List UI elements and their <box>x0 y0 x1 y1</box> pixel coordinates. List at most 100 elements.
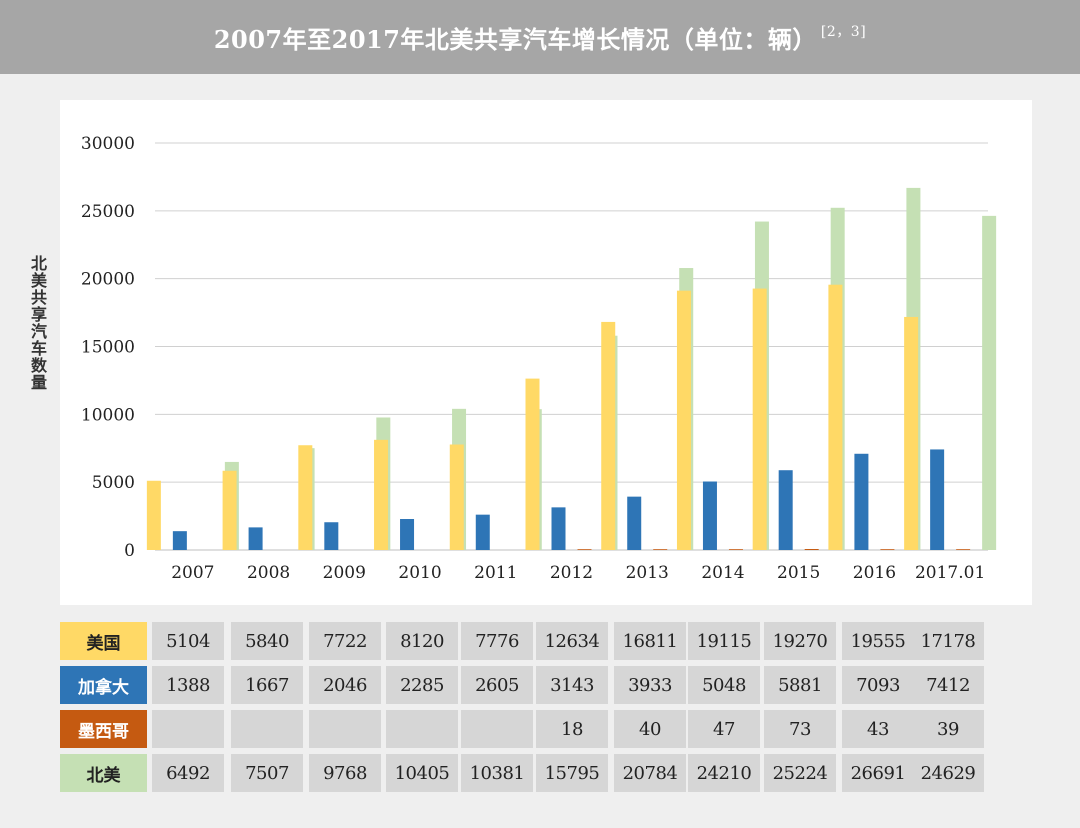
y-tick-label: 5000 <box>92 473 135 493</box>
table-cell: 73 <box>764 710 836 748</box>
bar-美国-2015 <box>752 288 767 550</box>
table-cell: 16811 <box>614 622 686 660</box>
chart-title: 2007年至2017年北美共享汽车增长情况（单位：辆） <box>213 24 817 54</box>
bar-墨西哥-2012 <box>577 549 592 550</box>
row-label: 墨西哥 <box>60 710 147 748</box>
bar-加拿大-2007 <box>172 531 187 550</box>
table-row: 北美 6492 7507 9768 10405 10381 15795 20784 24210 2… <box>60 754 1032 792</box>
table-cell: 3933 <box>614 666 686 704</box>
x-tick-label: 2009 <box>323 563 366 583</box>
x-tick-label: 2015 <box>777 563 820 583</box>
x-tick-label: 2007 <box>171 563 214 583</box>
table-cell: 39 <box>912 710 984 748</box>
table-cell: 6492 <box>152 754 224 792</box>
table-cell: 5104 <box>152 622 224 660</box>
bar-美国-2012 <box>525 378 540 550</box>
table-cell: 7722 <box>309 622 381 660</box>
table-cell <box>231 710 303 748</box>
bar-加拿大-2008 <box>248 527 263 550</box>
table-cell: 43 <box>842 710 914 748</box>
table-cell: 20784 <box>614 754 686 792</box>
bar-加拿大-2017.01 <box>930 449 945 550</box>
table-cell: 17178 <box>912 622 984 660</box>
chart-panel: 0 5000 10000 15000 20000 25000 30000 2007 2008 20… <box>60 100 1032 605</box>
bar-墨西哥-2017.01 <box>956 549 971 550</box>
bar-美国-2011 <box>449 444 464 550</box>
y-axis-label: 北美共享汽车数量 <box>28 255 47 391</box>
table-row: 墨西哥 18 40 47 73 43 39 <box>60 710 1032 748</box>
table-cell <box>152 710 224 748</box>
table-cell <box>386 710 458 748</box>
y-tick-label: 10000 <box>81 405 135 425</box>
table-cell: 1667 <box>231 666 303 704</box>
x-tick-label: 2014 <box>701 563 744 583</box>
bar-北美-2017.01 <box>982 215 997 550</box>
table-cell: 15795 <box>536 754 608 792</box>
table-cell: 10405 <box>386 754 458 792</box>
row-label: 美国 <box>60 622 147 660</box>
table-cell: 3143 <box>536 666 608 704</box>
bar-加拿大-2013 <box>627 496 642 550</box>
table-row: 加拿大 1388 1667 2046 2285 2605 3143 3933 5048 5881 7… <box>60 666 1032 704</box>
x-tick-label: 2008 <box>247 563 290 583</box>
bar-加拿大-2012 <box>551 507 566 550</box>
row-label: 北美 <box>60 754 147 792</box>
table-cell: 47 <box>688 710 760 748</box>
y-tick-label: 0 <box>124 541 135 561</box>
bar-墨西哥-2014 <box>728 549 743 550</box>
table-cell: 8120 <box>386 622 458 660</box>
bar-美国-2008 <box>222 470 237 550</box>
bar-加拿大-2010 <box>400 519 415 550</box>
table-cell: 19555 <box>842 622 914 660</box>
bar-美国-2010 <box>374 439 389 550</box>
table-cell: 2285 <box>386 666 458 704</box>
table-cell: 12634 <box>536 622 608 660</box>
bar-墨西哥-2013 <box>653 549 668 550</box>
y-tick-label: 25000 <box>81 202 135 222</box>
bar-美国-2017.01 <box>904 316 919 550</box>
table-cell: 5048 <box>688 666 760 704</box>
y-tick-label: 20000 <box>81 270 135 290</box>
table-cell: 24210 <box>688 754 760 792</box>
bar-加拿大-2014 <box>702 481 717 550</box>
table-cell: 25224 <box>764 754 836 792</box>
x-tick-label: 2013 <box>626 563 669 583</box>
table-cell: 7776 <box>461 622 533 660</box>
table-cell: 7093 <box>842 666 914 704</box>
reference-mark: [2，3] <box>820 24 867 40</box>
bar-美国-2014 <box>676 290 691 550</box>
table-cell: 2605 <box>461 666 533 704</box>
table-cell: 7412 <box>912 666 984 704</box>
table-cell: 10381 <box>461 754 533 792</box>
table-cell <box>309 710 381 748</box>
bar-chart: 0 5000 10000 15000 20000 25000 30000 2007 2008 20… <box>81 134 997 583</box>
table-cell: 24629 <box>912 754 984 792</box>
y-tick-label: 30000 <box>81 134 135 154</box>
x-tick-label: 2010 <box>398 563 441 583</box>
bar-加拿大-2015 <box>778 470 793 550</box>
table-cell: 2046 <box>309 666 381 704</box>
y-tick-label: 15000 <box>81 338 135 358</box>
bar-墨西哥-2015 <box>804 549 819 550</box>
bar-美国-2007 <box>146 480 161 550</box>
table-cell: 40 <box>614 710 686 748</box>
title-bar: 2007年至2017年北美共享汽车增长情况（单位：辆） [2，3] <box>0 0 1080 74</box>
table-cell: 7507 <box>231 754 303 792</box>
x-tick-label: 2012 <box>550 563 593 583</box>
table-cell: 9768 <box>309 754 381 792</box>
x-tick-label: 2016 <box>853 563 896 583</box>
row-label: 加拿大 <box>60 666 147 704</box>
bar-美国-2009 <box>298 445 313 550</box>
bar-加拿大-2016 <box>854 453 869 550</box>
table-cell: 26691 <box>842 754 914 792</box>
bar-美国-2013 <box>601 321 616 550</box>
table-cell: 19270 <box>764 622 836 660</box>
table-row: 美国 5104 5840 7722 8120 7776 12634 16811 19115 192… <box>60 622 1032 660</box>
bar-加拿大-2009 <box>324 522 339 550</box>
table-cell: 5840 <box>231 622 303 660</box>
x-tick-label: 2011 <box>474 563 517 583</box>
table-cell: 1388 <box>152 666 224 704</box>
table-cell: 18 <box>536 710 608 748</box>
table-cell <box>461 710 533 748</box>
table-cell: 5881 <box>764 666 836 704</box>
